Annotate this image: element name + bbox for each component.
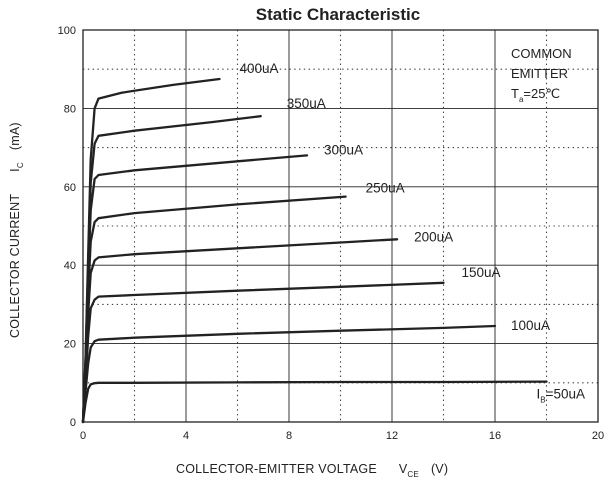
curve-label-300uA: 300uA	[324, 142, 363, 157]
chart-title: Static Characteristic	[256, 5, 420, 24]
x-tick-label: 8	[286, 430, 292, 442]
curves	[81, 77, 548, 424]
curve-label-350uA: 350uA	[287, 96, 326, 111]
curve-labels: IB=50uA 100uA 150uA 200uA 250uA 300uA 350uA 400…	[240, 61, 586, 405]
x-axis-subscript: CE	[407, 470, 419, 479]
curve-400uA	[81, 77, 221, 424]
annotation-line-2: EMITTER	[511, 66, 568, 81]
grid	[83, 30, 598, 422]
curve-label-150uA: 150uA	[462, 265, 501, 280]
temp-value: =25℃	[523, 86, 560, 101]
x-tick-label: 4	[183, 430, 189, 442]
curve-label-100uA: 100uA	[511, 318, 550, 333]
annotation-temperature: Ta=25℃	[511, 86, 560, 104]
curve-label-prefix: I	[537, 387, 541, 402]
y-axis-subscript: C	[16, 162, 25, 168]
curve-150uA	[81, 281, 445, 424]
curve-100uA	[81, 324, 497, 424]
x-tick-label: 16	[489, 430, 501, 442]
plot-area-frame	[82, 29, 599, 423]
x-tick-label: 20	[592, 430, 604, 442]
y-axis-label: COLLECTOR CURRENT IC (mA)	[8, 122, 25, 338]
y-tick-label: 100	[58, 25, 76, 37]
x-axis-unit: (V)	[431, 462, 448, 476]
conditions-annotation: COMMON EMITTER Ta=25℃	[511, 46, 572, 104]
y-tick-label: 80	[64, 103, 76, 115]
x-tick-label: 0	[80, 430, 86, 442]
curve-label-50uA: IB=50uA	[537, 387, 586, 405]
temp-subscript: a	[519, 95, 524, 104]
x-axis-label-text: COLLECTOR-EMITTER VOLTAGE	[176, 462, 377, 476]
curve-label-value: =50uA	[546, 387, 585, 402]
y-axis-unit: (mA)	[8, 122, 22, 150]
x-axis-symbol: V	[399, 462, 408, 476]
y-tick-label: 20	[64, 339, 76, 351]
curve-50uA	[81, 380, 548, 424]
y-tick-label: 40	[64, 260, 76, 272]
x-tick-label: 12	[386, 430, 398, 442]
annotation-line-1: COMMON	[511, 46, 572, 61]
axis-ticks: 0 4 8 12 16 20 0 20 40 60 80 100	[58, 25, 604, 442]
x-axis-label: COLLECTOR-EMITTER VOLTAGE VCE (V)	[176, 462, 448, 479]
curve-label-200uA: 200uA	[414, 229, 453, 244]
y-axis-label-text: COLLECTOR CURRENT	[8, 194, 22, 338]
curve-label-subscript: B	[540, 396, 545, 405]
curve-label-400uA: 400uA	[240, 61, 279, 76]
y-axis-symbol: I	[8, 168, 22, 172]
y-tick-label: 60	[64, 182, 76, 194]
curve-label-250uA: 250uA	[366, 181, 405, 196]
y-tick-label: 0	[70, 417, 76, 429]
temp-symbol: T	[511, 86, 519, 101]
curve-250uA	[81, 195, 347, 424]
